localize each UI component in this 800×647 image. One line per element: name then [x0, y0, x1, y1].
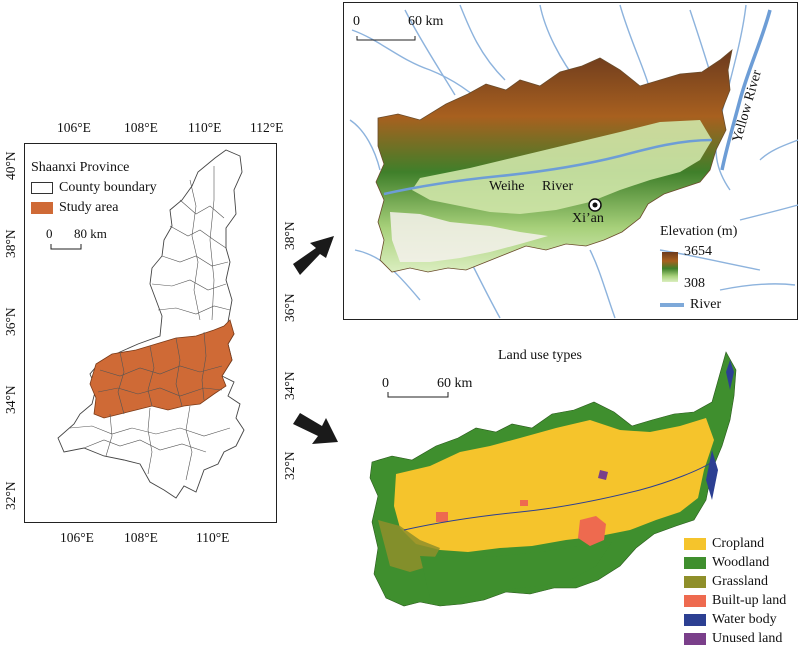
grassland-swatch: [684, 576, 706, 588]
locator-legend-title: Shaanxi Province: [31, 160, 130, 175]
landuse-legend-item: Cropland: [684, 536, 764, 552]
locator-top-lon-tick: 108°E: [124, 120, 158, 135]
woodland-swatch: [684, 557, 706, 569]
landuse-cropland-zone: [394, 418, 714, 552]
study-area-label: Study area: [59, 200, 119, 215]
landuse-builtup-patch: [520, 500, 528, 506]
landuse-scale-bar: [387, 392, 449, 398]
builtup-label: Built-up land: [712, 593, 787, 608]
elevation-max-label: 3654: [684, 244, 712, 259]
landuse-water-body: [726, 360, 734, 390]
weihe-river-line: [383, 138, 713, 196]
unused-land-label: Unused land: [712, 631, 783, 646]
landuse-southern-woodland: [420, 542, 612, 598]
weihe-river-label: River: [542, 179, 574, 194]
water-body-label: Water body: [712, 612, 777, 627]
locator-bottom-lon-tick: 110°E: [196, 530, 230, 545]
locator-top-lon-tick: 106°E: [57, 120, 91, 135]
weihe-label: Weihe: [489, 179, 525, 194]
locator-legend-study: Study area: [31, 200, 118, 216]
landuse-legend-item: Unused land: [684, 631, 782, 647]
county-boundaries: [69, 166, 231, 481]
builtup-swatch: [684, 595, 706, 607]
landuse-builtup-patch: [436, 512, 448, 522]
landuse-scale-label: 60 km: [437, 376, 473, 391]
locator-top-lon-tick: 110°E: [188, 120, 222, 135]
landuse-title: Land use types: [498, 348, 582, 363]
elevation-scale-zero: 0: [353, 14, 360, 29]
landuse-unused-land: [598, 470, 608, 480]
county-boundary-label: County boundary: [59, 180, 157, 195]
study-area-swatch: [31, 202, 53, 214]
landuse-legend-item: Woodland: [684, 555, 769, 571]
elevation-min-label: 308: [684, 276, 705, 291]
landuse-legend-item: Built-up land: [684, 593, 786, 609]
yellow-river-line: [720, 9, 772, 171]
unused-land-swatch: [684, 633, 706, 645]
xian-label: Xi’an: [572, 211, 604, 226]
elevation-scale-bar: [356, 36, 416, 41]
elevation-legend-title: Elevation (m): [660, 224, 738, 239]
locator-scale-label: 80 km: [74, 226, 107, 241]
landuse-legend-item: Water body: [684, 612, 777, 628]
landuse-builtup-xian: [578, 516, 606, 546]
grassland-label: Grassland: [712, 574, 768, 589]
elevation-scale-label: 60 km: [408, 14, 444, 29]
landuse-weihe-line: [403, 461, 713, 531]
locator-bottom-lon-tick: 106°E: [60, 530, 94, 545]
locator-top-lon-tick: 112°E: [250, 120, 284, 135]
water-body-swatch: [684, 614, 706, 626]
elevation-legend-ramp: [662, 252, 678, 282]
elevation-qinling-peaks: [390, 212, 548, 262]
locator-bottom-lon-tick: 108°E: [124, 530, 158, 545]
county-boundary-swatch: [31, 182, 53, 194]
woodland-label: Woodland: [712, 555, 770, 570]
landuse-legend-item: Grassland: [684, 574, 768, 590]
cropland-swatch: [684, 538, 706, 550]
cropland-label: Cropland: [712, 536, 765, 551]
locator-legend-county: County boundary: [31, 180, 157, 196]
study-area-shape: [89, 319, 235, 419]
river-legend-label: River: [690, 297, 722, 312]
locator-scale-zero: 0: [46, 226, 53, 241]
landuse-water-body: [706, 450, 718, 500]
landuse-scale-zero: 0: [382, 376, 389, 391]
